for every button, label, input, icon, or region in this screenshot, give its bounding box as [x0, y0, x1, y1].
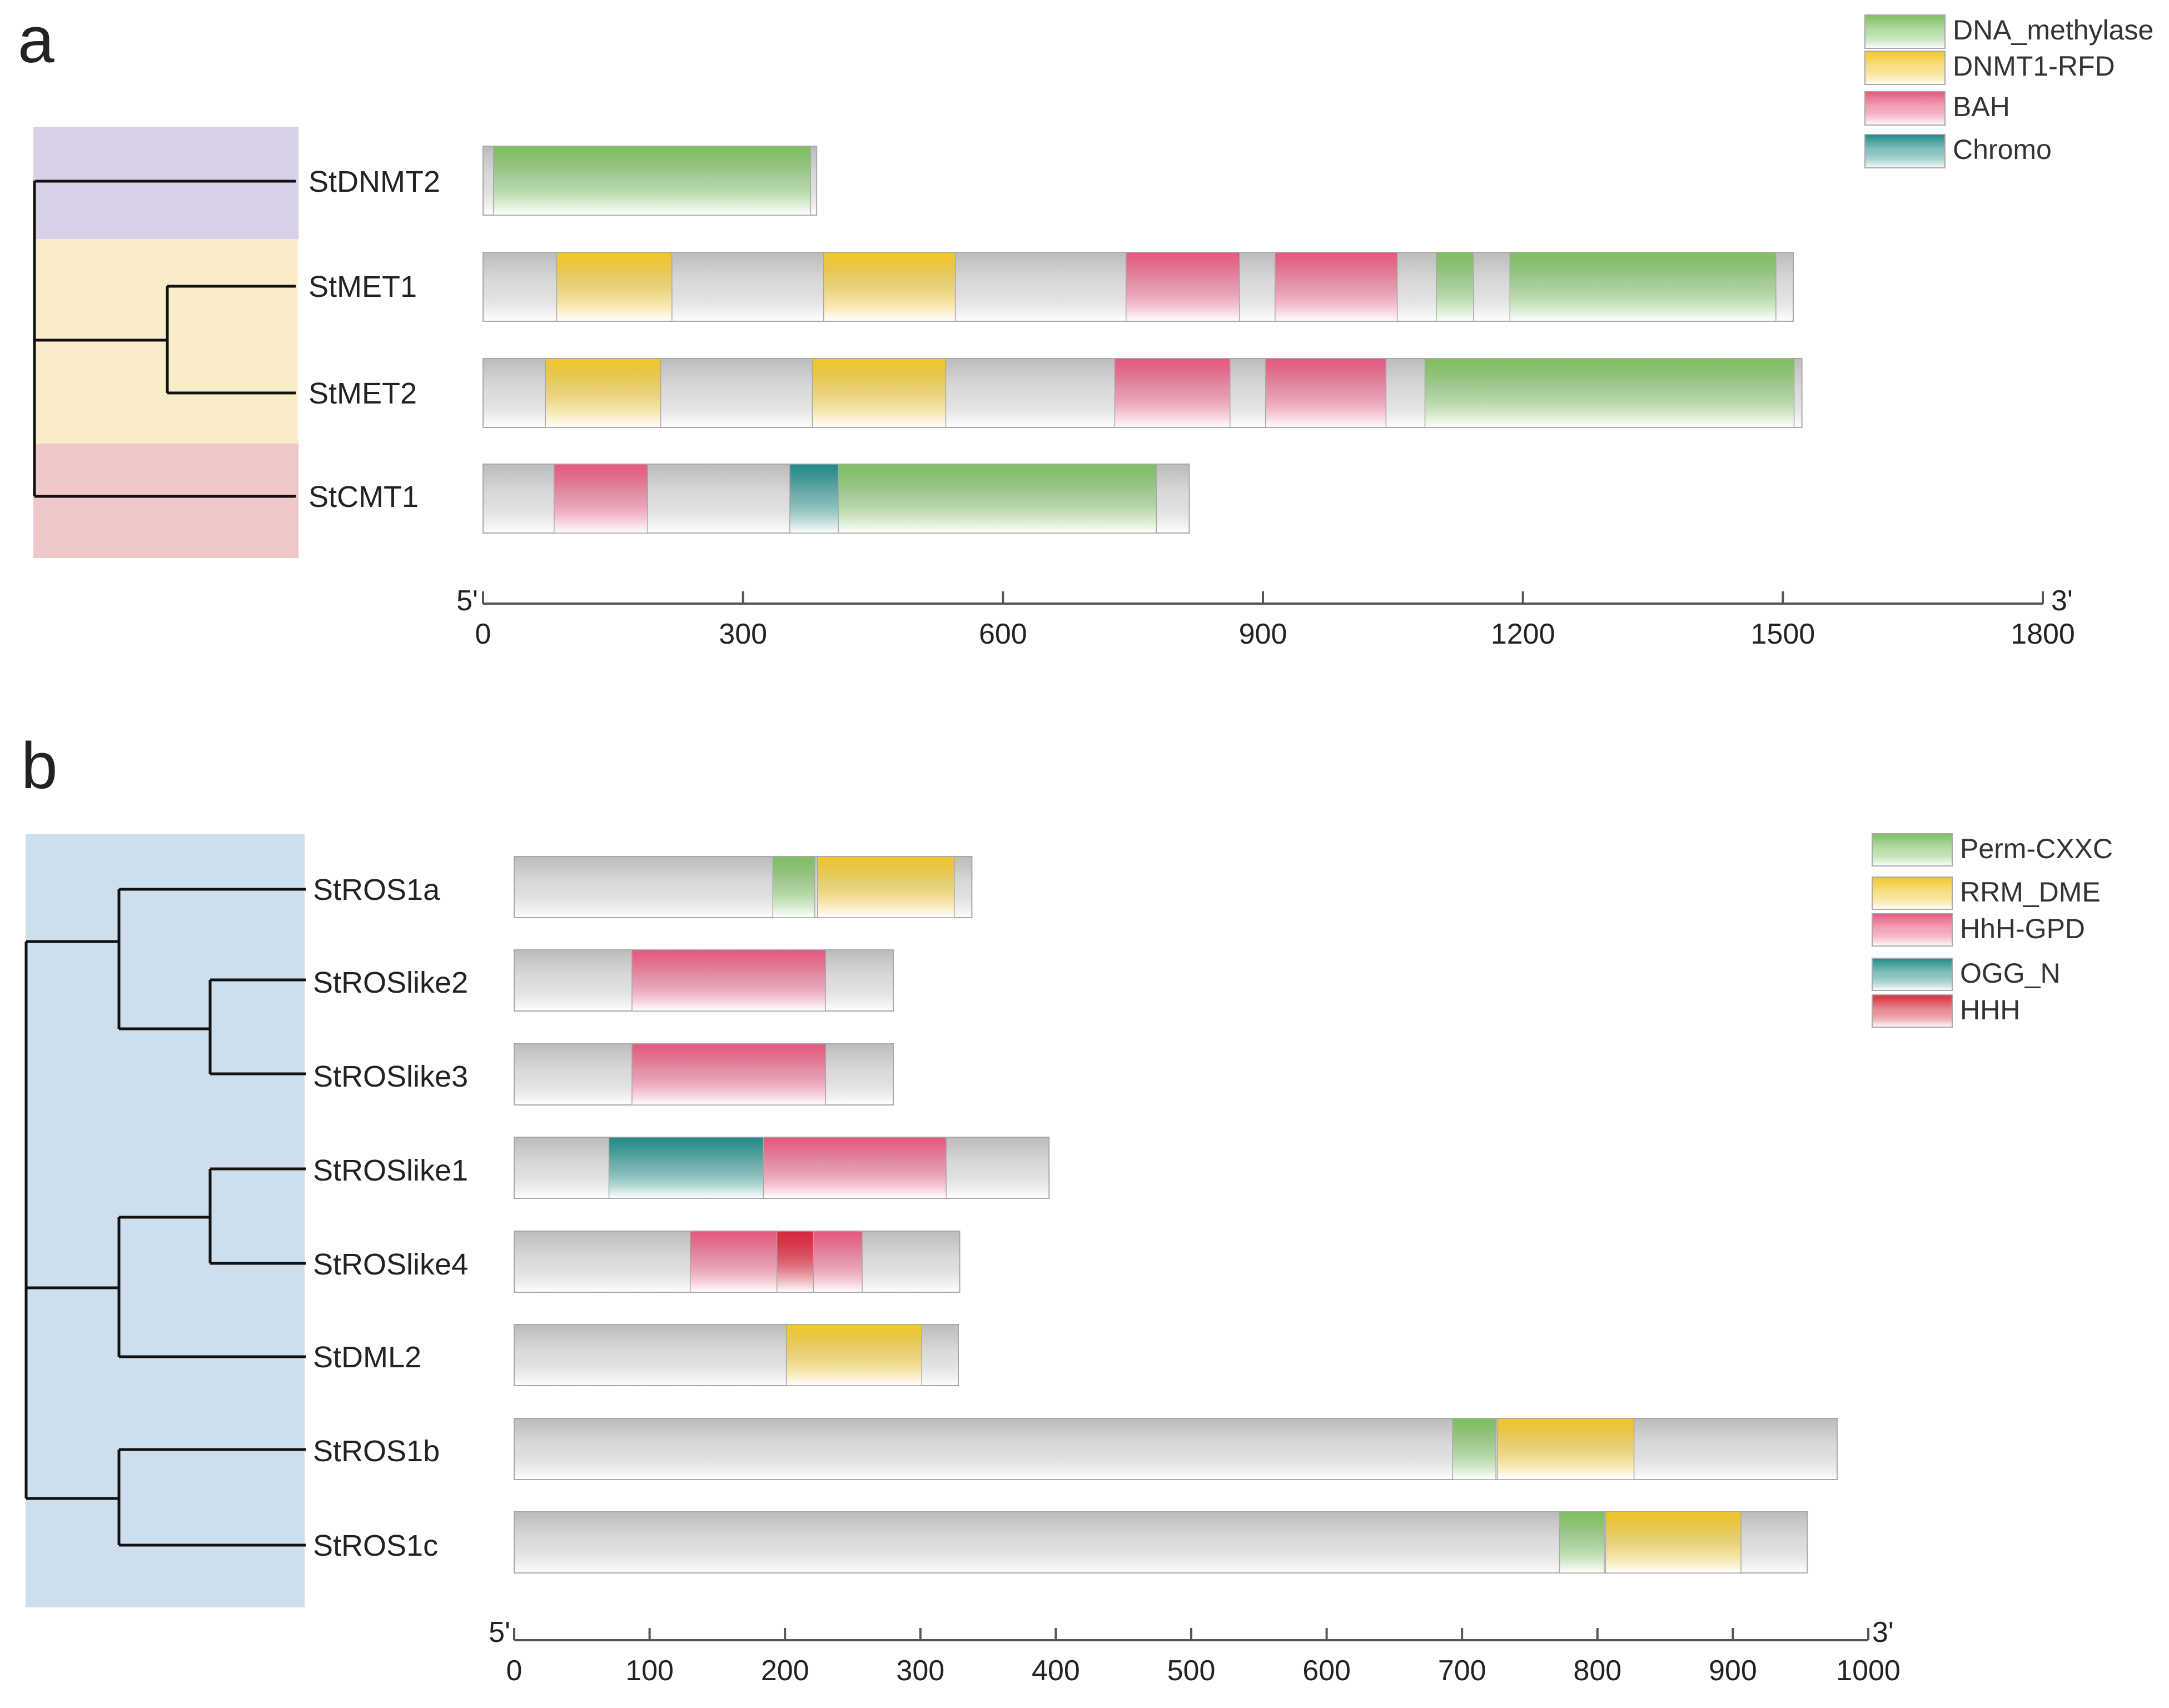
- legend-label-ogg-n: OGG_N: [1960, 958, 2061, 989]
- domain-perm-cxxc-stros1b: [1452, 1418, 1496, 1480]
- axis-tick-label-0: 0: [475, 618, 491, 650]
- phylogenetic-tree-b: [24, 888, 306, 1547]
- legend-a: DNA_methylase DNMT1-RFD BAH Chromo: [1864, 14, 2153, 168]
- domain-dna-methylase-stdnmt2: [492, 146, 812, 216]
- domain-rrm-dme-stros1a: [817, 856, 955, 918]
- protein-backbone-stros1b: [514, 1418, 1838, 1480]
- gene-label-stdnmt2: StDNMT2: [309, 165, 440, 198]
- gene-label-stroslike2: StROSlike2: [313, 966, 468, 999]
- domain-chromo-stcmt1: [789, 464, 839, 534]
- axis-tick-label-0: 0: [506, 1655, 523, 1687]
- legend-label-hhh: HHH: [1960, 994, 2020, 1025]
- domain-hhh-stroslike4: [776, 1231, 814, 1293]
- axis-tick-label-300: 300: [719, 618, 767, 650]
- legend-label-dnmt1-rfd: DNMT1-RFD: [1953, 51, 2115, 82]
- gene-label-stmet2: StMET2: [309, 377, 417, 410]
- legend-label-hhh-gpd: HhH-GPD: [1960, 913, 2085, 944]
- gene-label-stroslike1: StROSlike1: [313, 1154, 468, 1187]
- domain-dna-methylase-stmet2: [1424, 358, 1795, 428]
- axis-tick-label-100: 100: [625, 1655, 674, 1687]
- panel-b: b StROS1a StROSlike2 StROSlike3 StROSlik…: [21, 729, 2113, 1687]
- clade-background-dnmt2: [33, 127, 299, 239]
- axis-tick-label-1000: 1000: [1836, 1655, 1901, 1687]
- domain-bah-stmet1: [1125, 252, 1240, 322]
- legend-swatch-chromo: [1864, 134, 1946, 168]
- legend-swatch-hhh-gpd: [1872, 913, 1953, 947]
- axis-b: 5' 3' 0 100 200 300 400 500 600 700 800 900 1000: [489, 1616, 1901, 1687]
- phylogenetic-tree-a: [33, 180, 296, 498]
- axis-tick-label-1500: 1500: [1750, 618, 1815, 650]
- legend-swatch-dna-methylase: [1864, 14, 1946, 49]
- axis-tick-label-600: 600: [1302, 1655, 1351, 1687]
- gene-label-stroslike4: StROSlike4: [313, 1248, 468, 1281]
- legend-swatch-ogg-n: [1872, 958, 1953, 991]
- legend-label-dna-methylase: DNA_methylase: [1953, 14, 2153, 46]
- domain-rrm-dme-stros1c: [1605, 1511, 1742, 1573]
- axis-b-start-label: 5': [489, 1616, 510, 1649]
- axis-a-start-label: 5': [456, 585, 478, 617]
- clade-background-ros: [26, 834, 305, 1607]
- axis-tick-label-1200: 1200: [1491, 618, 1555, 650]
- gene-label-stros1a: StROS1a: [313, 873, 440, 907]
- axis-tick-label-600: 600: [979, 618, 1027, 650]
- axis-tick-label-900: 900: [1709, 1655, 1757, 1687]
- domain-bah-stcmt1: [554, 464, 648, 534]
- domain-bah-stmet2: [1114, 358, 1231, 428]
- domain-dnmt1-rfd-stmet1: [556, 252, 673, 322]
- legend-b: Perm-CXXC RRM_DME HhH-GPD OGG_N HHH: [1872, 833, 2113, 1028]
- panel-a: a StDNMT2 StMET1 StMET2 StCMT1 5' 3' 0 30…: [18, 3, 2153, 650]
- legend-label-rrm-dme: RRM_DME: [1960, 877, 2101, 908]
- gene-label-stroslike3: StROSlike3: [313, 1060, 468, 1093]
- gene-label-stmet1: StMET1: [309, 270, 417, 303]
- domain-rrm-dme-stros1b: [1496, 1418, 1635, 1480]
- domain-hhh-gpd-stroslike1: [763, 1137, 947, 1199]
- domain-hhh-gpd-stroslike4: [689, 1231, 863, 1293]
- gene-label-stdml2: StDML2: [313, 1341, 421, 1374]
- legend-swatch-dnmt1-rfd: [1864, 51, 1946, 85]
- axis-a: 5' 3' 0 300 600 900 1200 1500 1800: [456, 585, 2075, 650]
- domain-hhh-gpd-stroslike3: [631, 1043, 827, 1106]
- axis-tick-label-800: 800: [1573, 1655, 1621, 1687]
- axis-tick-label-300: 300: [896, 1655, 944, 1687]
- legend-label-perm-cxxc: Perm-CXXC: [1960, 833, 2113, 864]
- axis-tick-label-700: 700: [1438, 1655, 1486, 1687]
- axis-a-end-label: 3': [2051, 585, 2073, 617]
- domain-hhh-gpd-stroslike2: [631, 949, 827, 1012]
- legend-swatch-bah: [1864, 91, 1946, 126]
- gene-label-stcmt1: StCMT1: [309, 480, 419, 514]
- domain-bah-stmet2: [1265, 358, 1387, 428]
- gene-label-stros1b: StROS1b: [313, 1435, 440, 1468]
- panel-a-letter: a: [18, 3, 54, 77]
- domain-bars-b: [514, 856, 1838, 1573]
- domain-dna-methylase-stmet1: [1436, 252, 1474, 322]
- axis-tick-label-200: 200: [761, 1655, 809, 1687]
- axis-b-end-label: 3': [1872, 1616, 1894, 1649]
- clade-background-cmt: [33, 444, 299, 558]
- legend-swatch-rrm-dme: [1872, 877, 1953, 910]
- gene-label-stros1c: StROS1c: [313, 1529, 438, 1562]
- domain-perm-cxxc-stros1c: [1559, 1511, 1605, 1573]
- domain-bars-a: [482, 146, 1803, 534]
- axis-tick-label-400: 400: [1032, 1655, 1080, 1687]
- axis-tick-label-1800: 1800: [2011, 618, 2075, 650]
- domain-perm-cxxc-stros1a: [772, 856, 815, 918]
- domain-dnmt1-rfd-stmet1: [823, 252, 956, 322]
- axis-tick-label-500: 500: [1167, 1655, 1216, 1687]
- legend-label-chromo: Chromo: [1953, 134, 2052, 165]
- axis-tick-label-900: 900: [1239, 618, 1287, 650]
- legend-swatch-perm-cxxc: [1872, 833, 1953, 867]
- domain-dnmt1-rfd-stmet2: [545, 358, 661, 428]
- domain-rrm-dme-stdml2: [785, 1324, 922, 1386]
- legend-label-bah: BAH: [1953, 91, 2010, 122]
- domain-bah-stmet1: [1275, 252, 1398, 322]
- domain-dna-methylase-stmet1: [1509, 252, 1777, 322]
- legend-swatch-hhh: [1872, 994, 1953, 1028]
- domain-dna-methylase-stcmt1: [838, 464, 1157, 534]
- domain-ogg-n-stroslike1: [608, 1137, 764, 1199]
- domain-dnmt1-rfd-stmet2: [812, 358, 947, 428]
- panel-b-letter: b: [21, 729, 58, 803]
